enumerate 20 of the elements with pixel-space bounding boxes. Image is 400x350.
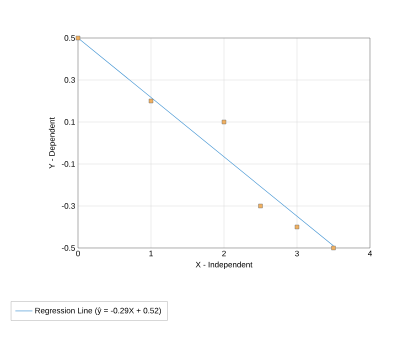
x-axis-title: X - Independent [196,262,252,270]
point [331,246,336,250]
point [258,204,263,208]
point [294,224,300,230]
y-tick-label: 0.3 [64,77,75,83]
y-axis-title: Y - Dependent [48,117,56,169]
x-tick-label: 1 [149,250,153,256]
x-tick-label: 3 [295,250,299,256]
y-tick-label: 0.5 [64,35,75,41]
point [148,98,154,104]
y-tick-label: 0.1 [64,119,75,125]
y-tick-label: -0.3 [62,203,75,209]
x-tick-label: 0 [76,250,80,256]
point [222,120,226,124]
point [76,36,80,40]
y-tick-label: -0.1 [62,161,75,167]
y-tick-label: -0.5 [62,245,75,251]
legend-label: Regression Line (ŷ = -0.29X + 0.52) [35,308,161,315]
x-tick-label: 4 [368,250,372,256]
x-tick-label: 2 [222,250,226,256]
